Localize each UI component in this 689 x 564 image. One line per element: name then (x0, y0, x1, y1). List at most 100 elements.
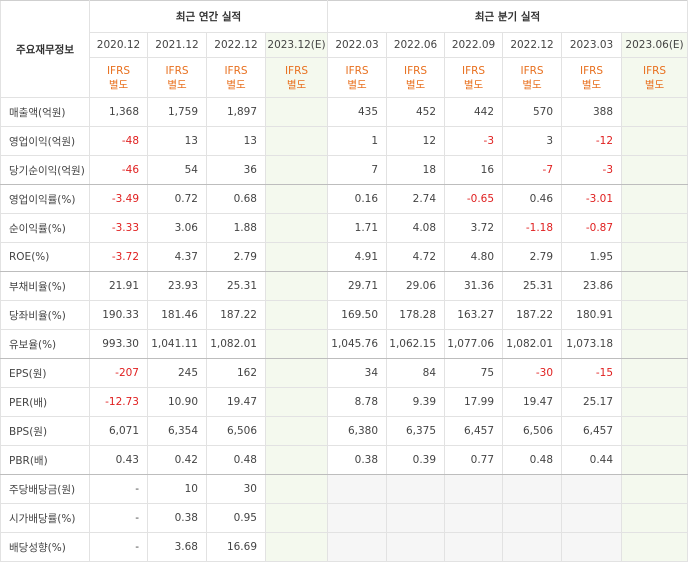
value-cell: 6,071 (89, 416, 148, 446)
header-row: 2020.12 2021.12 2022.12 2023.12(E) 2022.03 20… (1, 32, 689, 58)
value-cell: 0.48 (206, 445, 266, 475)
empty-cell (264, 474, 329, 504)
empty-cell (621, 300, 689, 330)
row-label: 매출액(억원) (0, 97, 90, 127)
value-cell: 4.91 (327, 242, 388, 272)
empty-cell (444, 503, 504, 533)
value-cell: 12 (386, 126, 446, 156)
data-row: 당기순이익(억원) -46 54 36 7 18 16 -7 -3 (0, 155, 689, 185)
accounting: IFRS (403, 64, 428, 77)
empty-cell (621, 184, 689, 214)
accounting-standard: IFRS 별도 (264, 57, 329, 98)
value-cell: - (89, 532, 148, 562)
value-cell: 187.22 (206, 300, 266, 330)
empty-cell (327, 532, 388, 562)
value-cell: -207 (89, 358, 148, 388)
empty-cell (386, 503, 446, 533)
data-row: 시가배당률(%) -0.38 0.95 (0, 503, 689, 533)
value-cell: 4.80 (444, 242, 504, 272)
accounting-standard: IFRS 별도 (621, 57, 689, 98)
basis: 별도 (463, 78, 484, 91)
value-cell: 34 (327, 358, 388, 388)
data-row: 영업이익(억원) -48 13 13 1 12 -3 3 -12 (0, 126, 689, 156)
value-cell: -0.87 (561, 213, 623, 243)
empty-cell (621, 271, 689, 301)
value-cell: 6,380 (327, 416, 388, 446)
value-cell: 29.06 (386, 271, 446, 301)
data-row: BPS(원) 6,071 6,354 6,506 6,380 6,375 6,457 6,50… (0, 416, 689, 446)
value-cell: 6,354 (147, 416, 207, 446)
row-label: 영업이익(억원) (0, 126, 90, 156)
empty-cell (264, 213, 329, 243)
value-cell: -3.72 (89, 242, 148, 272)
accounting: IFRS (461, 64, 486, 77)
value-cell: 435 (327, 97, 388, 127)
value-cell: 13 (206, 126, 266, 156)
accounting-standard: IFRS 별도 (89, 57, 148, 98)
value-cell: 9.39 (386, 387, 446, 417)
value-cell: 245 (147, 358, 207, 388)
value-cell: -3 (444, 126, 504, 156)
corner-cell: 주요재무정보 (0, 0, 90, 98)
value-cell: 25.17 (561, 387, 623, 417)
basis: 별도 (108, 78, 129, 91)
value-cell: 4.08 (386, 213, 446, 243)
empty-cell (327, 503, 388, 533)
value-cell: 6,457 (561, 416, 623, 446)
value-cell: 1,897 (206, 97, 266, 127)
value-cell: -3.33 (89, 213, 148, 243)
empty-cell (561, 503, 623, 533)
value-cell: 169.50 (327, 300, 388, 330)
value-cell: 1.71 (327, 213, 388, 243)
group-title: 최근 분기 실적 (327, 0, 689, 33)
period: 2022.12 (502, 32, 563, 58)
value-cell: 6,375 (386, 416, 446, 446)
empty-cell (502, 503, 563, 533)
value-cell: 993.30 (89, 329, 148, 359)
empty-cell (502, 474, 563, 504)
value-cell: 0.72 (147, 184, 207, 214)
value-cell: -3.01 (561, 184, 623, 214)
value-cell: -12 (561, 126, 623, 156)
value-cell: 0.44 (561, 445, 623, 475)
empty-cell (264, 242, 329, 272)
value-cell: 1.88 (206, 213, 266, 243)
accounting: IFRS (224, 64, 248, 77)
value-cell: 84 (386, 358, 446, 388)
value-cell: 0.43 (89, 445, 148, 475)
data-row: 당좌비율(%) 190.33 181.46 187.22 169.50 178.28 163… (0, 300, 689, 330)
row-label: 당좌비율(%) (0, 300, 90, 330)
row-label: BPS(원) (0, 416, 90, 446)
empty-cell (621, 474, 689, 504)
empty-cell (264, 300, 329, 330)
value-cell: 2.79 (502, 242, 563, 272)
empty-cell (264, 503, 329, 533)
basis: 별도 (347, 78, 367, 91)
value-cell: 1,368 (89, 97, 148, 127)
empty-cell (264, 329, 329, 359)
value-cell: 8.78 (327, 387, 388, 417)
value-cell: 1,082.01 (502, 329, 563, 359)
value-cell: 7 (327, 155, 388, 185)
accounting-standard: IFRS 별도 (444, 57, 504, 98)
data-row: PER(배) -12.73 10.90 19.47 8.78 9.39 17.99 19.47… (0, 387, 689, 417)
value-cell: 163.27 (444, 300, 504, 330)
empty-cell (621, 416, 689, 446)
value-cell: 190.33 (89, 300, 148, 330)
value-cell: -0.65 (444, 184, 504, 214)
value-cell: 0.42 (147, 445, 207, 475)
value-cell: -48 (89, 126, 148, 156)
basis: 별도 (226, 78, 246, 91)
empty-cell (264, 445, 329, 475)
period: 2023.06(E) (621, 32, 689, 58)
value-cell: 25.31 (206, 271, 266, 301)
value-cell: 1 (327, 126, 388, 156)
value-cell: 180.91 (561, 300, 623, 330)
empty-cell (264, 416, 329, 446)
row-label: PER(배) (0, 387, 90, 417)
accounting: IFRS (284, 64, 309, 77)
value-cell: 19.47 (206, 387, 266, 417)
accounting-standard: IFRS 별도 (327, 57, 388, 98)
value-cell: 10 (147, 474, 207, 504)
value-cell: 0.48 (502, 445, 563, 475)
